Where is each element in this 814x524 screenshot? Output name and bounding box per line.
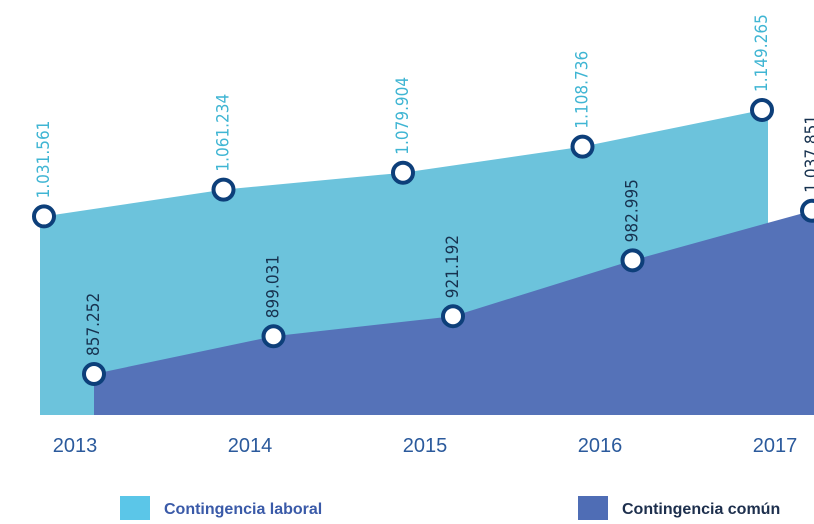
point-marker: [261, 324, 286, 349]
value-label: 899.031: [264, 255, 284, 318]
legend-swatch: [120, 496, 150, 520]
point-marker: [82, 362, 106, 386]
value-label: 1.149.265: [752, 14, 772, 92]
legend-label: Contingencia común: [622, 501, 780, 518]
point-marker: [391, 160, 415, 185]
point-marker: [211, 177, 236, 202]
x-tick-label: 2017: [753, 435, 798, 457]
value-label: 1.108.736: [573, 51, 593, 129]
value-label: 921.192: [443, 235, 463, 298]
x-tick-label: 2015: [403, 435, 448, 457]
x-tick-label: 2013: [53, 435, 98, 457]
point-marker: [620, 248, 645, 273]
legend-label: Contingencia laboral: [164, 501, 322, 518]
value-label: 982.995: [623, 179, 643, 242]
value-label: 1.031.561: [34, 121, 54, 199]
point-marker: [750, 98, 774, 122]
value-label: 1.079.904: [393, 77, 413, 155]
point-marker: [800, 198, 814, 223]
point-marker: [32, 204, 56, 229]
x-tick-label: 2016: [578, 435, 623, 457]
value-label: 1.061.234: [214, 94, 234, 172]
value-label: 1.037.851: [802, 115, 814, 193]
value-label: 857.252: [84, 293, 104, 356]
point-marker: [570, 134, 595, 159]
x-tick-label: 2014: [228, 435, 273, 457]
legend-swatch: [578, 496, 608, 520]
point-marker: [441, 304, 465, 329]
